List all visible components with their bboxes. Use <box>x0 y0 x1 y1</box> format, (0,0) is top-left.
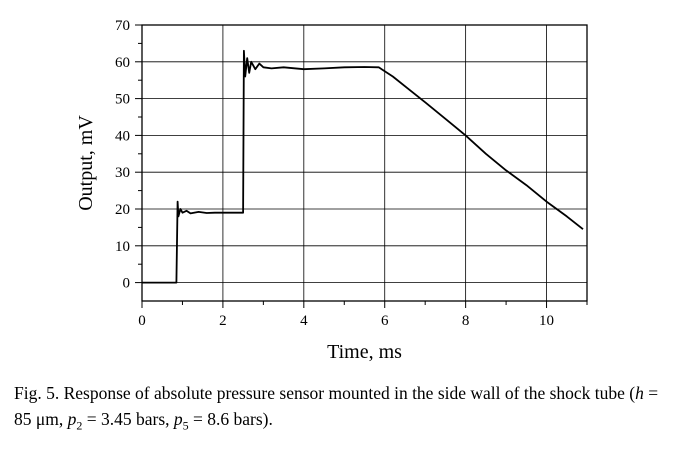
x-tick-label: 8 <box>462 313 470 329</box>
caption-lead: Fig. 5. Response of absolute pressure se… <box>14 383 636 403</box>
y-axis-title: Output, mV <box>75 115 97 211</box>
plot-frame <box>141 24 588 302</box>
y-tick-label: 0 <box>123 276 131 292</box>
caption-p5-var: p <box>173 409 183 429</box>
series-group <box>142 49 584 284</box>
caption-p2-val: = 3.45 bars, <box>82 409 174 429</box>
caption-p2-var: p <box>67 409 77 429</box>
y-axis-tick-labels: 0 10 20 30 40 50 60 70 <box>115 18 130 292</box>
x-tick-label: 10 <box>539 313 554 329</box>
y-tick-label: 20 <box>115 202 130 218</box>
figure-caption: Fig. 5. Response of absolute pressure se… <box>14 380 664 439</box>
y-tick-label: 60 <box>115 55 130 71</box>
x-axis-tick-labels: 0 2 4 6 8 10 <box>138 313 554 329</box>
x-tick-label: 6 <box>381 313 389 329</box>
y-tick-label: 70 <box>115 18 130 34</box>
x-tick-label: 4 <box>300 313 308 329</box>
x-tick-label: 2 <box>219 313 227 329</box>
caption-p5-sub: 5 <box>182 418 189 433</box>
caption-p2-sub: 2 <box>76 418 83 433</box>
y-tick-label: 30 <box>115 165 130 181</box>
x-axis-title: Time, ms <box>327 341 402 363</box>
series-line <box>142 49 584 284</box>
caption-h-val: = 85 μm, <box>14 383 659 429</box>
y-tick-label: 10 <box>115 239 130 255</box>
y-tick-label: 40 <box>115 128 130 144</box>
x-tick-label: 0 <box>138 313 146 329</box>
caption-p5-val: = 8.6 bars). <box>188 409 273 429</box>
y-tick-label: 50 <box>115 92 130 108</box>
line-chart: 0 2 4 6 8 10 0 10 20 30 40 50 60 70 Time, ms Output,… <box>75 18 588 363</box>
caption-h-var: h <box>635 383 644 403</box>
axis-ticks <box>135 24 588 308</box>
